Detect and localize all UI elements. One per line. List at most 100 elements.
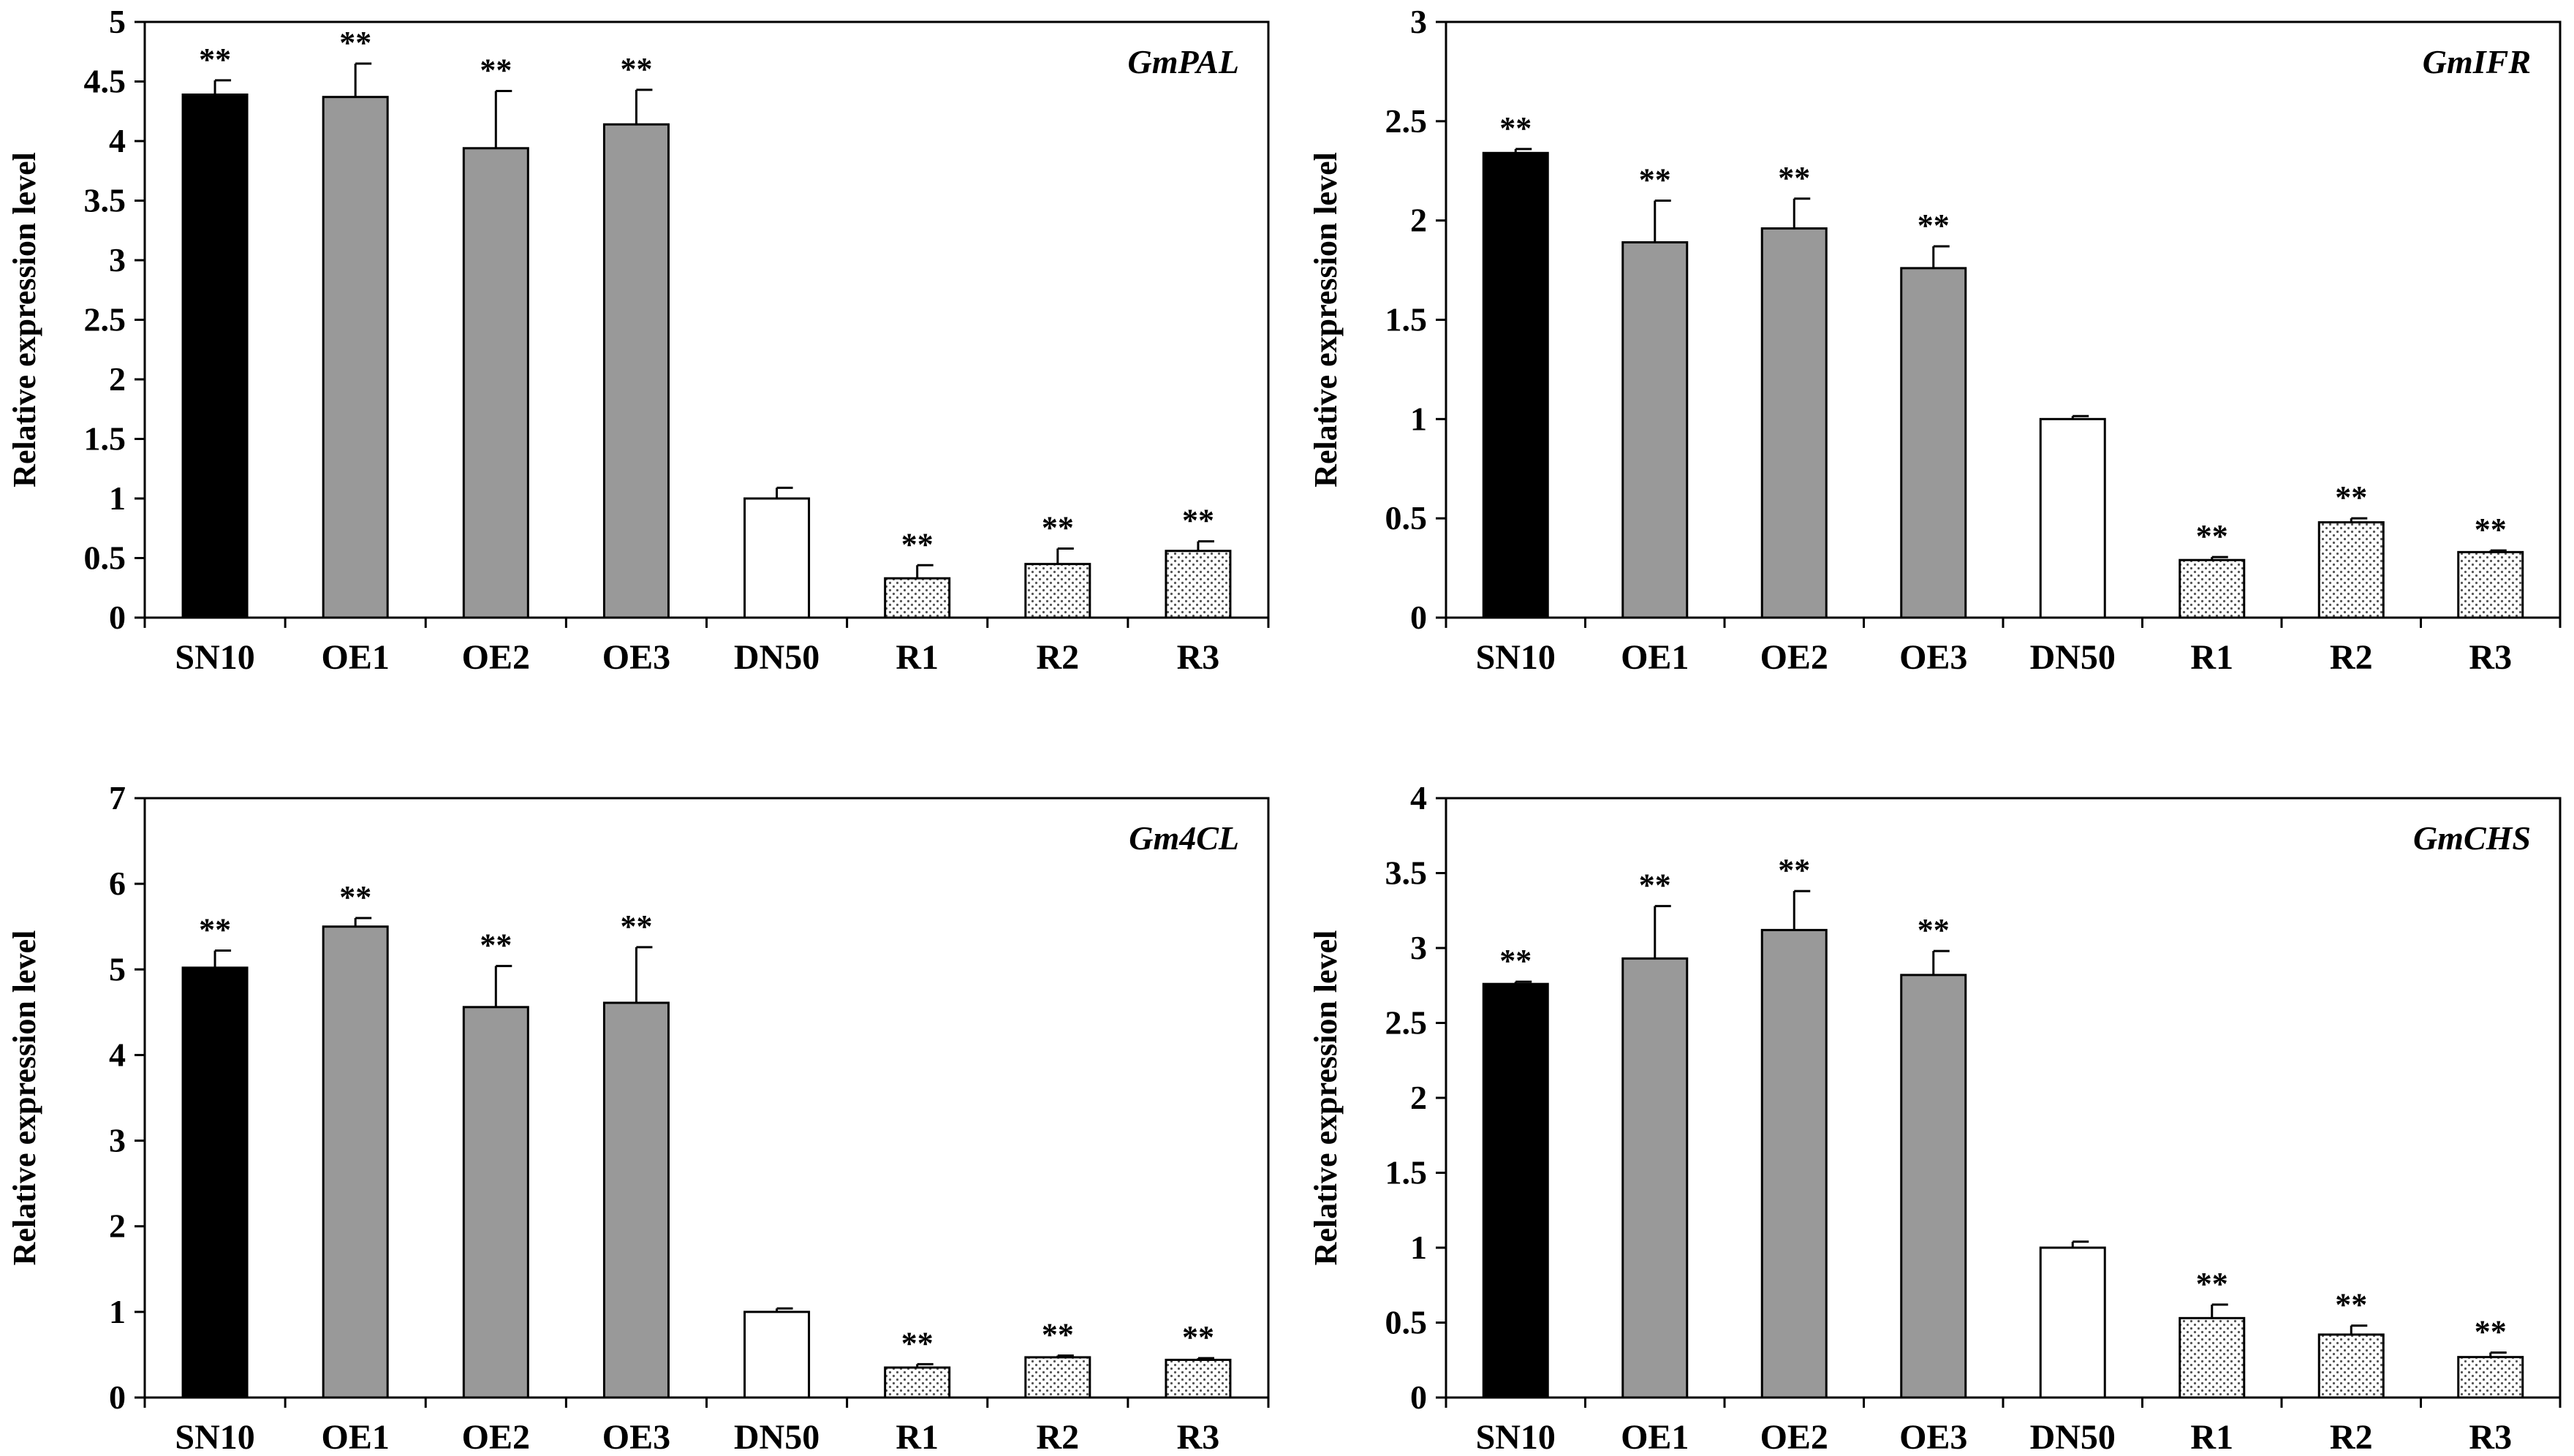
significance-label: ** — [1182, 1319, 1214, 1355]
significance-label: ** — [620, 909, 652, 944]
y-tick-label: 1.5 — [84, 420, 126, 458]
chart-panel-gm4cl: 0 1 2 3 4 5 6 7 ** SN10 ** OE1 ** OE2 ** OE3 DN50 ** R1 ** R… — [7, 779, 1270, 1456]
x-category-label: R2 — [1036, 638, 1079, 677]
x-category-label: DN50 — [734, 638, 819, 677]
chart-panel-gmchs: 0 0.5 1 1.5 2 2.5 3 3.5 4 ** SN10 ** OE1 ** OE2 ** OE3 DN… — [1308, 779, 2562, 1456]
bar-oe3 — [602, 123, 670, 619]
y-tick-label: 4.5 — [84, 63, 126, 100]
bar-r1 — [884, 577, 951, 619]
chart-title: GmIFR — [2423, 43, 2531, 80]
significance-label: ** — [1778, 160, 1810, 196]
chart-title: Gm4CL — [1129, 819, 1239, 857]
significance-label: ** — [2196, 1266, 2228, 1302]
y-tick-label: 0.5 — [84, 539, 126, 577]
x-category-label: R1 — [2190, 638, 2233, 677]
x-category-label: OE2 — [1760, 638, 1828, 677]
bar-r3 — [2457, 1356, 2524, 1399]
y-tick-label: 0.5 — [1385, 499, 1428, 536]
chart-title: GmCHS — [2413, 819, 2531, 857]
x-category-label: R2 — [2330, 638, 2373, 677]
y-tick-label: 5 — [109, 950, 126, 987]
significance-label: ** — [2335, 1287, 2367, 1323]
y-tick-label: 2 — [1410, 1079, 1427, 1116]
y-tick-label: 1 — [109, 479, 126, 517]
x-category-label: OE1 — [1621, 1418, 1689, 1456]
y-tick-label: 1 — [109, 1293, 126, 1330]
significance-label: ** — [480, 928, 512, 963]
bar-r1 — [884, 1366, 951, 1399]
y-tick-label: 2.5 — [84, 301, 126, 338]
y-tick-label: 1.5 — [1385, 301, 1428, 338]
significance-label: ** — [2475, 1314, 2507, 1350]
significance-label: ** — [901, 526, 934, 562]
significance-label: ** — [1639, 162, 1671, 198]
bar-dn50 — [743, 497, 811, 619]
y-tick-label: 0.5 — [1385, 1304, 1428, 1341]
bar-r3 — [2457, 550, 2524, 619]
y-tick-label: 3.5 — [1385, 854, 1428, 892]
y-tick-label: 0 — [1410, 1379, 1427, 1416]
significance-label: ** — [1042, 509, 1074, 545]
bar-oe2 — [1760, 227, 1828, 619]
x-category-label: R3 — [1177, 1418, 1220, 1456]
significance-label: ** — [1042, 1317, 1074, 1353]
y-tick-label: 1 — [1410, 400, 1427, 437]
plot-frame — [143, 797, 1270, 1399]
x-category-label: R2 — [1036, 1418, 1079, 1456]
bar-oe2 — [462, 147, 529, 619]
y-tick-label: 3 — [109, 241, 126, 278]
y-axis-label: Relative expression level — [7, 930, 42, 1266]
bar-sn10 — [181, 93, 249, 619]
bar-oe1 — [1621, 957, 1689, 1399]
y-tick-label: 1 — [1410, 1229, 1427, 1266]
x-category-label: DN50 — [734, 1418, 819, 1456]
y-tick-label: 5 — [109, 3, 126, 40]
bar-r2 — [2317, 1333, 2385, 1399]
y-tick-label: 2 — [1410, 202, 1427, 239]
y-tick-label: 4 — [109, 1036, 126, 1073]
significance-label: ** — [199, 42, 231, 77]
x-category-label: OE2 — [1760, 1418, 1828, 1456]
x-category-label: OE2 — [462, 638, 530, 677]
bar-r2 — [2317, 521, 2385, 619]
x-category-label: R1 — [2190, 1418, 2233, 1456]
y-tick-label: 3 — [1410, 929, 1427, 966]
plot-frame — [1445, 797, 2562, 1399]
y-axis-label: Relative expression level — [7, 152, 42, 488]
bar-oe1 — [322, 925, 389, 1399]
bar-r3 — [1165, 550, 1232, 619]
bar-oe3 — [1900, 267, 1967, 619]
chart-panel-gmifr: 0 0.5 1 1.5 2 2.5 3 ** SN10 ** OE1 ** OE2 ** OE3 DN50 **… — [1308, 3, 2562, 677]
significance-label: ** — [1499, 943, 1532, 979]
x-category-label: OE2 — [462, 1418, 530, 1456]
significance-label: ** — [1182, 503, 1214, 539]
x-category-label: R3 — [2469, 1418, 2512, 1456]
significance-label: ** — [1918, 208, 1950, 243]
x-category-label: DN50 — [2030, 638, 2116, 677]
x-category-label: OE3 — [1899, 638, 1967, 677]
y-tick-label: 3 — [109, 1122, 126, 1159]
bar-dn50 — [743, 1311, 811, 1399]
y-tick-label: 4 — [1410, 779, 1427, 816]
bar-oe1 — [1621, 241, 1689, 619]
significance-label: ** — [1918, 912, 1950, 948]
x-category-label: R1 — [896, 638, 939, 677]
y-tick-label: 0 — [1410, 599, 1427, 636]
significance-label: ** — [620, 51, 652, 87]
plot-frame — [1445, 20, 2562, 619]
y-tick-label: 3 — [1410, 3, 1427, 40]
y-tick-label: 2.5 — [1385, 1004, 1428, 1042]
chart-panel-gmpal: 0 0.5 1 1.5 2 2.5 3 3.5 4 4.5 5 ** SN10 ** OE1 ** OE2 ** O… — [7, 3, 1270, 677]
bar-r2 — [1024, 1356, 1091, 1399]
y-tick-label: 2 — [109, 1207, 126, 1245]
significance-label: ** — [1639, 868, 1671, 903]
y-tick-label: 6 — [109, 865, 126, 902]
x-category-label: OE3 — [1899, 1418, 1967, 1456]
x-category-label: R1 — [896, 1418, 939, 1456]
bar-oe3 — [602, 1001, 670, 1399]
y-tick-label: 2.5 — [1385, 102, 1428, 140]
x-category-label: R3 — [2469, 638, 2512, 677]
y-tick-label: 0 — [109, 599, 126, 636]
significance-label: ** — [2335, 479, 2367, 515]
